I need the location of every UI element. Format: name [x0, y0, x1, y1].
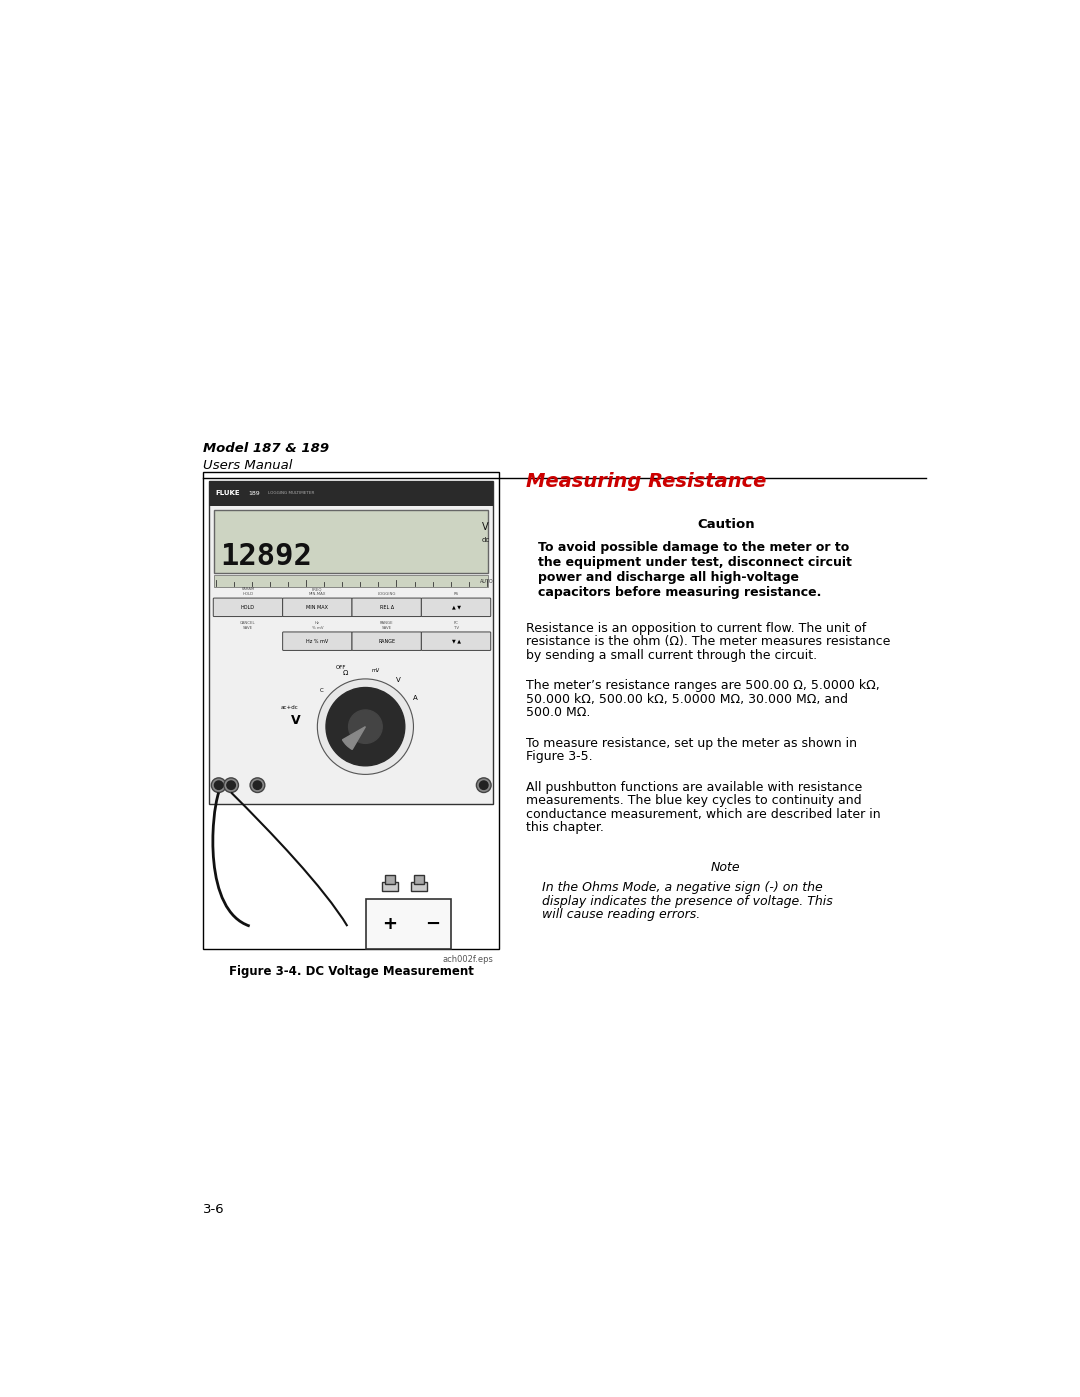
Text: All pushbutton functions are available with resistance: All pushbutton functions are available w…: [526, 781, 863, 793]
Text: OFF: OFF: [336, 665, 347, 671]
Text: Hz
% mV: Hz % mV: [311, 622, 323, 630]
Text: In the Ohms Mode, a negative sign (-) on the: In the Ohms Mode, a negative sign (-) on…: [542, 882, 823, 894]
Text: RS: RS: [454, 592, 459, 595]
Text: 189: 189: [248, 490, 260, 496]
Circle shape: [476, 778, 491, 792]
Text: Figure 3-4. DC Voltage Measurement: Figure 3-4. DC Voltage Measurement: [229, 964, 474, 978]
Text: conductance measurement, which are described later in: conductance measurement, which are descr…: [526, 807, 881, 820]
Text: will cause reading errors.: will cause reading errors.: [542, 908, 700, 922]
Text: REL Δ: REL Δ: [379, 605, 394, 610]
Text: −: −: [424, 915, 440, 933]
Text: V: V: [482, 522, 488, 532]
Text: FREQ
MIN-MAX: FREQ MIN-MAX: [309, 587, 326, 595]
Circle shape: [251, 778, 265, 792]
Text: The meter’s resistance ranges are 500.00 Ω, 5.0000 kΩ,: The meter’s resistance ranges are 500.00…: [526, 679, 880, 693]
Bar: [366, 900, 451, 949]
Text: Ω: Ω: [343, 671, 349, 676]
Text: FC
TV: FC TV: [454, 622, 459, 630]
Bar: [214, 510, 488, 573]
Text: power and discharge all high-voltage: power and discharge all high-voltage: [538, 571, 799, 584]
Text: 50.000 kΩ, 500.00 kΩ, 5.0000 MΩ, 30.000 MΩ, and: 50.000 kΩ, 500.00 kΩ, 5.0000 MΩ, 30.000 …: [526, 693, 849, 705]
Bar: [203, 472, 499, 949]
FancyBboxPatch shape: [352, 598, 421, 616]
FancyBboxPatch shape: [352, 631, 421, 651]
Circle shape: [253, 781, 261, 789]
Text: V: V: [291, 714, 300, 726]
Text: measurements. The blue key cycles to continuity and: measurements. The blue key cycles to con…: [526, 793, 862, 807]
FancyBboxPatch shape: [421, 598, 490, 616]
Bar: [214, 576, 488, 587]
Text: Users Manual: Users Manual: [203, 458, 293, 472]
Text: display indicates the presence of voltage. This: display indicates the presence of voltag…: [542, 895, 833, 908]
Text: To avoid possible damage to the meter or to: To avoid possible damage to the meter or…: [538, 541, 849, 555]
Bar: [411, 882, 427, 891]
Text: mV: mV: [372, 668, 379, 673]
Text: AUTO: AUTO: [480, 578, 494, 584]
Circle shape: [480, 781, 488, 789]
Text: PARAM
HOLD: PARAM HOLD: [241, 587, 255, 595]
Circle shape: [349, 710, 382, 743]
Circle shape: [212, 778, 226, 792]
Text: RANGE
SAVE: RANGE SAVE: [380, 622, 393, 630]
Text: Note: Note: [711, 862, 741, 875]
Bar: [382, 882, 397, 891]
Text: 500.0 MΩ.: 500.0 MΩ.: [526, 707, 591, 719]
FancyBboxPatch shape: [283, 598, 352, 616]
Text: Figure 3-5.: Figure 3-5.: [526, 750, 593, 763]
Circle shape: [224, 778, 239, 792]
Text: RANGE: RANGE: [378, 638, 395, 644]
Text: C: C: [320, 687, 323, 693]
Wedge shape: [342, 726, 365, 749]
Text: Measuring Resistance: Measuring Resistance: [526, 472, 767, 490]
FancyBboxPatch shape: [283, 631, 352, 651]
Text: 12892: 12892: [220, 542, 312, 571]
Text: capacitors before measuring resistance.: capacitors before measuring resistance.: [538, 585, 822, 598]
Text: Caution: Caution: [697, 518, 755, 531]
Bar: [210, 481, 494, 506]
Text: ▲ ▼: ▲ ▼: [451, 605, 460, 610]
Text: LOGGING MULTIMETER: LOGGING MULTIMETER: [268, 492, 314, 496]
Text: Resistance is an opposition to current flow. The unit of: Resistance is an opposition to current f…: [526, 622, 866, 636]
Text: by sending a small current through the circuit.: by sending a small current through the c…: [526, 648, 818, 662]
Text: To measure resistance, set up the meter as shown in: To measure resistance, set up the meter …: [526, 736, 858, 750]
Text: Model 187 & 189: Model 187 & 189: [203, 441, 329, 455]
Text: +: +: [382, 915, 397, 933]
FancyBboxPatch shape: [421, 631, 490, 651]
Text: resistance is the ohm (Ω). The meter measures resistance: resistance is the ohm (Ω). The meter mea…: [526, 636, 891, 648]
Text: Hz % mV: Hz % mV: [307, 638, 328, 644]
Circle shape: [326, 687, 405, 766]
Text: MIN MAX: MIN MAX: [307, 605, 328, 610]
Text: ach002f.eps: ach002f.eps: [442, 954, 494, 964]
Text: V: V: [396, 678, 401, 683]
Text: CANCEL
SAVE: CANCEL SAVE: [240, 622, 256, 630]
Text: A: A: [413, 696, 418, 701]
Text: this chapter.: this chapter.: [526, 821, 604, 834]
Circle shape: [318, 679, 414, 774]
Text: LOGGING: LOGGING: [377, 592, 396, 595]
Bar: [210, 481, 494, 805]
Text: 3-6: 3-6: [203, 1203, 225, 1217]
Bar: [386, 875, 394, 884]
Bar: [415, 875, 423, 884]
Text: ▼ ▲: ▼ ▲: [451, 638, 460, 644]
Circle shape: [215, 781, 222, 789]
Text: ac+dc: ac+dc: [280, 705, 298, 710]
Text: HOLD: HOLD: [241, 605, 255, 610]
FancyBboxPatch shape: [213, 598, 283, 616]
Text: the equipment under test, disconnect circuit: the equipment under test, disconnect cir…: [538, 556, 852, 569]
Text: dc: dc: [482, 536, 489, 542]
Circle shape: [227, 781, 235, 789]
Text: FLUKE: FLUKE: [216, 490, 240, 496]
